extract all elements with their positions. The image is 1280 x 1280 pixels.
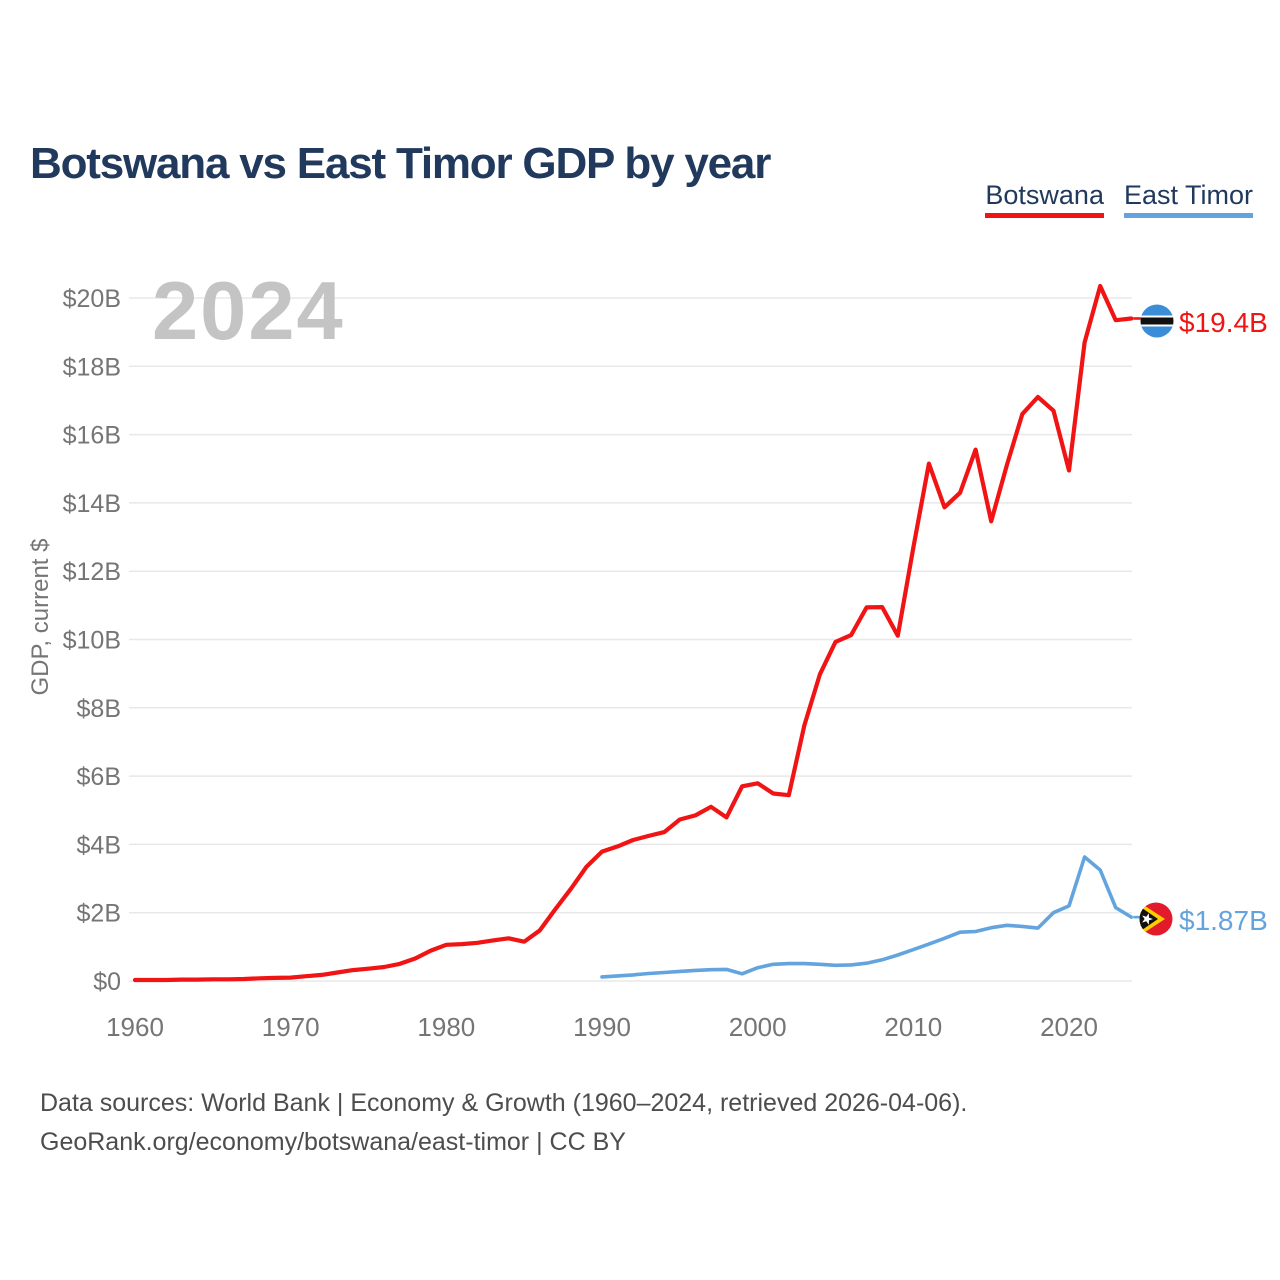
- legend-item-east-timor[interactable]: East Timor: [1123, 181, 1253, 219]
- footer: Data sources: World Bank | Economy & Gro…: [40, 1084, 967, 1162]
- chart-grid: $0 $2B $4B $6B $8B $10B $12B $14B $16B $18B $20B 19…: [63, 285, 1132, 1042]
- svg-text:1960: 1960: [106, 1012, 164, 1042]
- flag-star: [1142, 913, 1153, 925]
- east-timor-end-value: $1.87B: [1179, 905, 1268, 936]
- y-axis-title: GDP, current $: [27, 538, 54, 696]
- legend: Botswana East Timor: [985, 181, 1253, 219]
- legend-item-botswana[interactable]: Botswana: [985, 181, 1104, 219]
- svg-text:1970: 1970: [262, 1012, 320, 1042]
- botswana-flag-icon: [1140, 304, 1174, 338]
- east-timor-flag-icon: [1139, 902, 1173, 936]
- svg-text:$10B: $10B: [63, 627, 121, 655]
- svg-text:$16B: $16B: [63, 422, 121, 450]
- svg-text:$2B: $2B: [77, 900, 121, 928]
- footer-attribution-line: GeoRank.org/economy/botswana/east-timor …: [40, 1127, 626, 1156]
- svg-text:2010: 2010: [884, 1012, 942, 1042]
- svg-text:1980: 1980: [417, 1012, 475, 1042]
- svg-text:2020: 2020: [1040, 1012, 1098, 1042]
- chart-series: [132, 283, 1141, 983]
- svg-text:$18B: $18B: [63, 353, 121, 381]
- page-title: Botswana vs East Timor GDP by year: [30, 139, 771, 189]
- svg-text:$12B: $12B: [63, 558, 121, 586]
- svg-text:1990: 1990: [573, 1012, 631, 1042]
- watermark-year: 2024: [152, 264, 345, 357]
- svg-text:$8B: $8B: [77, 695, 121, 723]
- svg-text:$20B: $20B: [63, 285, 121, 313]
- svg-text:$6B: $6B: [77, 763, 121, 791]
- svg-text:2000: 2000: [729, 1012, 787, 1042]
- footer-sources-line: Data sources: World Bank | Economy & Gro…: [40, 1089, 968, 1117]
- svg-text:$14B: $14B: [63, 490, 121, 518]
- svg-text:$4B: $4B: [77, 831, 121, 859]
- svg-text:$0: $0: [93, 968, 121, 996]
- botswana-end-value: $19.4B: [1179, 307, 1268, 338]
